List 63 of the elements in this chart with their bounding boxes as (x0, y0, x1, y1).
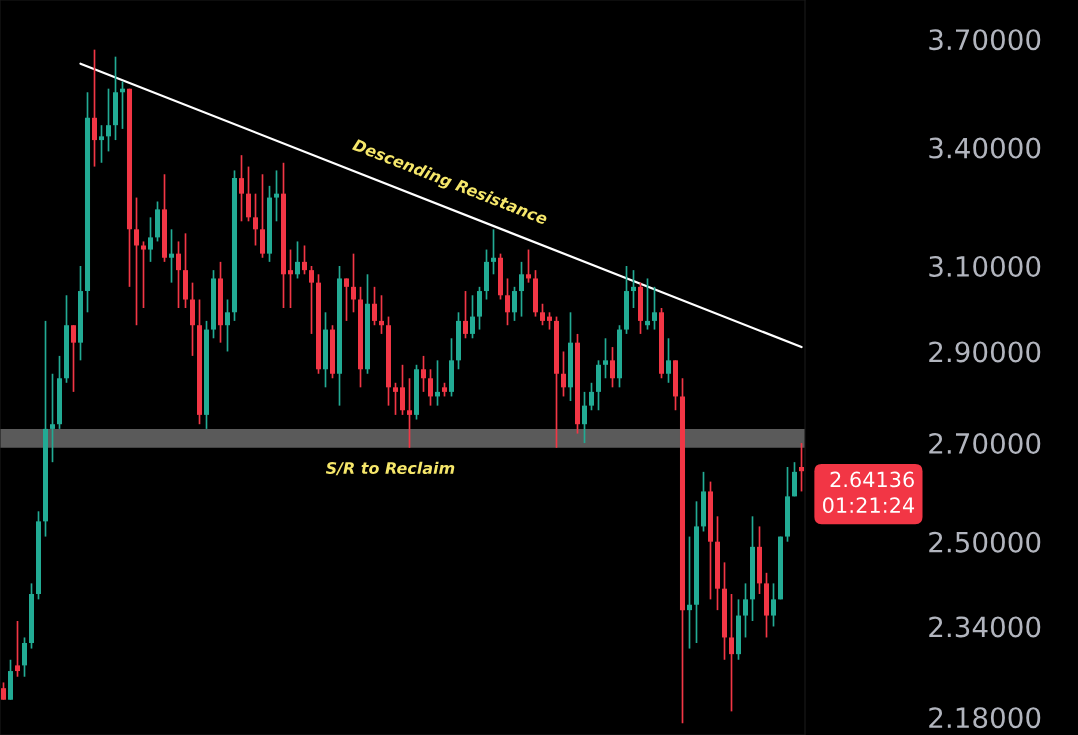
candlestick (525, 248, 532, 284)
candlestick (140, 240, 147, 309)
candlestick (245, 165, 252, 223)
candlestick (175, 240, 182, 309)
candlestick (287, 248, 294, 309)
candlestick (371, 286, 378, 327)
candlestick (105, 87, 112, 153)
candlestick (14, 620, 21, 678)
candlestick (469, 294, 476, 340)
text: 2.64136 (830, 471, 914, 488)
candlestick (462, 290, 469, 340)
candlestick (609, 346, 616, 389)
candlestick (490, 228, 497, 276)
candlestick (581, 391, 588, 444)
candlestick (644, 277, 651, 331)
candlestick (798, 442, 805, 493)
candlestick (630, 269, 637, 309)
candlestick (252, 192, 259, 247)
candlestick (504, 277, 511, 327)
candlestick (21, 636, 28, 678)
y-tick-label: 2.70000 (929, 432, 1041, 455)
candlestick (511, 286, 518, 322)
candlestick (343, 277, 350, 322)
candlestick (392, 381, 399, 416)
candlestick (406, 377, 413, 449)
y-tick-label: 3.10000 (929, 255, 1041, 277)
candlestick (686, 535, 693, 650)
y-tick-label: 2.90000 (929, 341, 1041, 363)
candlestick (651, 286, 658, 331)
candlestick (602, 337, 609, 380)
y-tick-label: 2.34000 (929, 616, 1041, 638)
candlestick (427, 368, 434, 407)
candlestick (49, 372, 56, 464)
y-tick-label: 2.18000 (929, 707, 1041, 729)
candlestick (238, 154, 245, 223)
text: 01:21:24 (823, 497, 915, 514)
candlestick (350, 252, 357, 314)
y-tick-label: 3.40000 (929, 137, 1041, 159)
candlestick (539, 302, 546, 327)
candlestick (133, 196, 140, 327)
candlestick (147, 216, 154, 263)
candlestick (728, 593, 735, 713)
candlestick (518, 261, 525, 318)
candlestick (378, 294, 385, 335)
candlestick (273, 169, 280, 223)
y-tick-label: 2.50000 (929, 531, 1041, 553)
candlestick (168, 228, 175, 284)
candlestick (770, 582, 777, 628)
candlestick (588, 381, 595, 412)
candlestick (91, 48, 98, 168)
candlestick (742, 582, 749, 639)
candlestick (560, 350, 567, 398)
candlestick (224, 298, 231, 353)
candlestick (665, 337, 672, 384)
candlestick (70, 324, 77, 393)
candlestick (294, 240, 301, 280)
candlestick (98, 124, 105, 164)
band-label: S/R to Reclaim (325, 461, 455, 476)
candlestick (399, 363, 406, 416)
candlestick (420, 355, 427, 393)
candlestick (308, 265, 315, 335)
y-tick-label: 3.70000 (929, 29, 1041, 51)
candlestick (301, 244, 308, 276)
